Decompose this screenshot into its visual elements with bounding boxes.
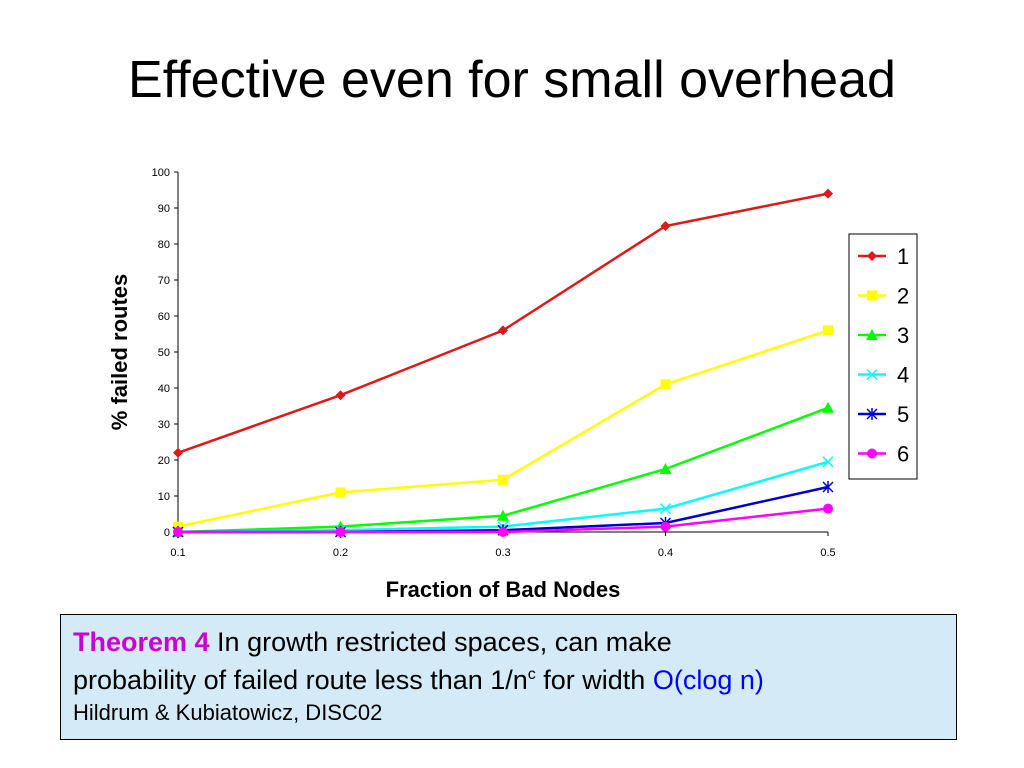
data-point-series-3 — [497, 509, 509, 521]
data-point-series-6 — [660, 521, 671, 532]
theorem-label: Theorem 4 — [73, 627, 210, 657]
y-tick-label: 90 — [158, 203, 170, 215]
data-point-series-1 — [173, 447, 183, 458]
y-tick-label: 100 — [152, 167, 170, 179]
series-line-2 — [177, 329, 829, 528]
x-tick-label: 0.4 — [658, 547, 673, 559]
x-axis-title: Fraction of Bad Nodes — [386, 577, 621, 602]
data-point-series-3 — [822, 401, 834, 413]
data-point-series-1 — [335, 390, 346, 401]
y-tick-label: 20 — [158, 455, 170, 467]
theorem-line-2-mid: for width — [535, 665, 653, 695]
data-point-series-6 — [335, 527, 346, 537]
y-tick-label: 30 — [158, 419, 170, 431]
legend-marker-2 — [867, 290, 877, 301]
y-tick-label: 40 — [158, 383, 170, 395]
legend-marker-1 — [867, 251, 877, 261]
y-tick-label: 60 — [158, 311, 170, 323]
data-point-series-2 — [498, 474, 508, 485]
data-point-series-2 — [823, 325, 833, 336]
y-tick-label: 80 — [158, 239, 170, 251]
y-tick-label: 70 — [158, 275, 170, 287]
y-tick-label: 0 — [164, 527, 170, 539]
theorem-complexity: O(clog n) — [652, 665, 764, 695]
data-point-series-1 — [498, 325, 508, 336]
x-tick-label: 0.5 — [820, 547, 835, 559]
legend-label-4: 4 — [897, 363, 909, 388]
legend-box — [848, 233, 918, 480]
legend-marker-5 — [866, 408, 878, 420]
theorem-line-2-text: probability of failed route less than 1/… — [73, 665, 528, 695]
data-point-series-2 — [660, 379, 671, 390]
legend-marker-4 — [866, 368, 878, 381]
data-point-series-3 — [659, 463, 672, 474]
y-tick-label: 10 — [158, 491, 170, 503]
theorem-line-1-text: In growth restricted spaces, can make — [209, 627, 672, 657]
legend-label-5: 5 — [897, 402, 909, 427]
data-point-series-6 — [173, 527, 183, 537]
line-chart: 0 10 20 30 40 50 60 70 80 90 100 0.1 0.2 0.3 0.4 0.5 Fra… — [107, 167, 918, 602]
y-axis-title: % failed routes — [107, 274, 132, 430]
data-point-series-4 — [822, 456, 834, 468]
x-tick-label: 0.2 — [333, 547, 348, 559]
legend-label-6: 6 — [897, 442, 909, 467]
legend-label-3: 3 — [897, 323, 909, 348]
data-point-series-6 — [823, 503, 833, 514]
legend-label-2: 2 — [897, 284, 909, 309]
data-point-series-1 — [660, 221, 671, 231]
x-tick-label: 0.3 — [495, 547, 510, 559]
legend-marker-3 — [866, 329, 878, 340]
theorem-citation: Hildrum & Kubiatowicz, DISC02 — [73, 700, 383, 725]
data-point-series-6 — [498, 527, 508, 537]
data-point-series-4 — [659, 503, 672, 515]
legend-label-1: 1 — [897, 244, 909, 269]
theorem-box: Theorem 4 In growth restricted spaces, c… — [60, 614, 957, 740]
series-line-4 — [177, 460, 829, 534]
y-tick-label: 50 — [158, 347, 170, 359]
data-point-series-1 — [823, 188, 833, 199]
slide-title: Effective even for small overhead — [128, 51, 896, 109]
data-point-series-5 — [822, 481, 834, 493]
legend-marker-6 — [867, 448, 877, 459]
theorem-line-1: Theorem 4 In growth restricted spaces, c… — [73, 623, 944, 661]
theorem-superscript: c — [527, 666, 536, 683]
theorem-line-2: probability of failed route less than 1/… — [73, 661, 944, 699]
data-point-series-2 — [335, 487, 346, 498]
x-tick-label: 0.1 — [170, 547, 185, 559]
series-line-1 — [177, 192, 829, 454]
